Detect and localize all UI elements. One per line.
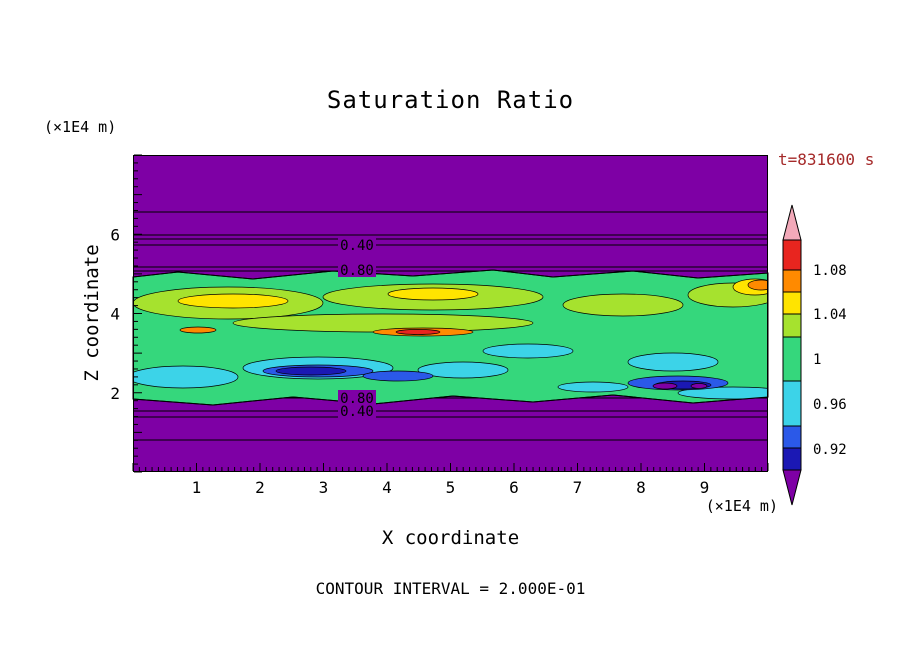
field-blob bbox=[362, 370, 434, 382]
colorbar-label: 1.04 bbox=[813, 307, 847, 323]
field-blob bbox=[177, 293, 289, 309]
field-blob bbox=[747, 279, 768, 291]
colorbar-label: 0.96 bbox=[813, 397, 847, 413]
contour-interval-note: CONTOUR INTERVAL = 2.000E-01 bbox=[315, 579, 586, 598]
colorbar: 1.08 1.04 1 0.96 0.92 bbox=[782, 204, 847, 506]
field-blob bbox=[179, 326, 217, 334]
field-blob bbox=[690, 383, 708, 389]
field-blob bbox=[557, 381, 629, 393]
x-tick-label: 4 bbox=[382, 478, 392, 497]
y-tick-label: 2 bbox=[110, 384, 120, 403]
field-blob bbox=[387, 287, 479, 301]
field-blob bbox=[482, 343, 574, 359]
colorbar-segment bbox=[782, 447, 802, 471]
colorbar-segment bbox=[782, 239, 802, 271]
colorbar-label: 0.92 bbox=[813, 442, 847, 458]
colorbar-segment bbox=[782, 313, 802, 338]
x-tick-label: 9 bbox=[700, 478, 710, 497]
contour-label-bg bbox=[338, 403, 376, 418]
y-tick-label: 6 bbox=[110, 225, 120, 244]
colorbar-label: 1 bbox=[813, 352, 821, 368]
plot-frame bbox=[133, 155, 768, 472]
x-tick-label: 6 bbox=[509, 478, 519, 497]
x-tick-label: 3 bbox=[319, 478, 329, 497]
field-blob bbox=[652, 382, 678, 390]
y-axis-unit: (×1E4 m) bbox=[44, 118, 117, 136]
colorbar-segment bbox=[782, 380, 802, 427]
page-title: Saturation Ratio bbox=[326, 86, 575, 114]
colorbar-top-arrow bbox=[782, 204, 802, 241]
y-tick-label: 4 bbox=[110, 305, 120, 324]
colorbar-segment bbox=[782, 269, 802, 293]
colorbar-segment bbox=[782, 291, 802, 315]
x-axis-unit: (×1E4 m) bbox=[705, 497, 778, 515]
x-axis-label: X coordinate bbox=[381, 527, 520, 549]
contour-label: 0.40 bbox=[340, 238, 374, 254]
colorbar-segment bbox=[782, 425, 802, 449]
field-blob bbox=[677, 386, 768, 400]
contour-label-bg bbox=[338, 237, 376, 252]
colorbar-label: 1.08 bbox=[813, 263, 847, 279]
field-blob bbox=[133, 365, 239, 389]
y-axis-label: Z coordinate bbox=[81, 244, 103, 382]
x-tick-label: 1 bbox=[192, 478, 202, 497]
contour-label-bg bbox=[338, 262, 376, 277]
field-blob bbox=[417, 361, 509, 379]
timestamp: t=831600 s bbox=[778, 150, 875, 169]
contour-label-bg bbox=[338, 390, 376, 405]
contour-label: 0.80 bbox=[340, 263, 374, 279]
x-tick-label: 2 bbox=[255, 478, 265, 497]
x-tick-label: 5 bbox=[446, 478, 456, 497]
colorbar-bottom-arrow bbox=[782, 469, 802, 506]
x-tick-label: 7 bbox=[573, 478, 583, 497]
contour-label: 0.40 bbox=[340, 404, 374, 420]
field-blob bbox=[275, 366, 347, 376]
field-blob bbox=[395, 329, 441, 335]
colorbar-segment bbox=[782, 336, 802, 382]
field-blob bbox=[562, 293, 684, 317]
field-blob bbox=[627, 352, 719, 372]
x-tick-label: 8 bbox=[636, 478, 646, 497]
field-blobs bbox=[133, 278, 768, 400]
